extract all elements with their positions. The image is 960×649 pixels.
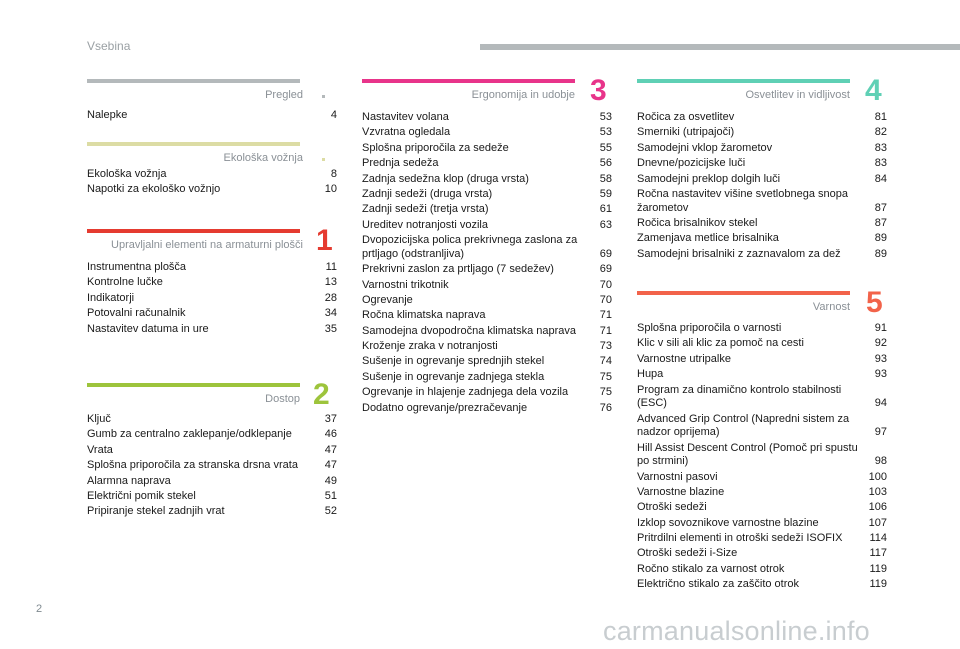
section-number: 1 xyxy=(316,224,333,257)
toc-entry[interactable]: Hupa 93 xyxy=(637,368,887,381)
section-number: 2 xyxy=(313,378,330,411)
section-number: 5 xyxy=(866,286,883,319)
header-bar xyxy=(480,44,960,50)
toc-list: Nalepke 4 xyxy=(87,109,337,124)
toc-entry[interactable]: Splošna priporočila o varnosti 91 xyxy=(637,322,887,334)
toc-entry[interactable]: Pritrdilni elementi in otroški sedeži IS… xyxy=(637,532,887,545)
section-title: Upravljalni elementi na armaturni plošči xyxy=(111,239,303,251)
toc-entry[interactable]: Ročica brisalnikov stekel 87 xyxy=(637,216,887,229)
section-title: Varnost xyxy=(812,301,850,313)
section-bar xyxy=(87,383,300,387)
toc-entry[interactable]: Izklop sovoznikove varnostne blazine 107 xyxy=(637,516,887,529)
toc-entry[interactable]: Varnostne utripalke 93 xyxy=(637,352,887,365)
section-title: Ekološka vožnja xyxy=(223,152,304,164)
toc-entry[interactable]: Hill Assist Descent Control (Pomoč pri s… xyxy=(637,441,887,468)
toc-entry[interactable]: Dvopozicijska polica prekrivnega zaslona… xyxy=(362,234,612,260)
toc-entry[interactable]: Električni pomik stekel 51 xyxy=(87,489,337,502)
toc-entry[interactable]: Splošna priporočila za stranska drsna vr… xyxy=(87,459,337,472)
toc-entry[interactable]: Varnostni trikotnik 70 xyxy=(362,278,612,291)
toc-entry[interactable]: Ogrevanje in hlajenje zadnjega dela vozi… xyxy=(362,386,612,399)
toc-list: Instrumentna plošča 11 Kontrolne lučke 13 … xyxy=(87,261,337,338)
toc-entry[interactable]: Varnostne blazine 103 xyxy=(637,485,887,498)
toc-entry[interactable]: Nastavitev volana 53 xyxy=(362,111,612,123)
toc-entry[interactable]: Smerniki (utripajoči) 82 xyxy=(637,126,887,139)
section-title: Pregled xyxy=(265,89,303,101)
toc-entry[interactable]: Ureditev notranjosti vozila 63 xyxy=(362,218,612,231)
toc-entry[interactable]: Zadnji sedeži (druga vrsta) 59 xyxy=(362,187,612,200)
section-marker xyxy=(322,95,325,98)
toc-entry[interactable]: Varnostni pasovi 100 xyxy=(637,470,887,483)
toc-entry[interactable]: Ročna klimatska naprava 71 xyxy=(362,309,612,322)
toc-entry[interactable]: Instrumentna plošča 11 xyxy=(87,261,337,273)
toc-entry[interactable]: Klic v sili ali klic za pomoč na cesti 92 xyxy=(637,337,887,350)
toc-entry[interactable]: Samodejni vklop žarometov 83 xyxy=(637,141,887,154)
section-number: 4 xyxy=(865,74,882,107)
toc-entry[interactable]: Otroški sedeži 106 xyxy=(637,501,887,514)
toc-entry[interactable]: Nalepke 4 xyxy=(87,109,337,121)
toc-entry[interactable]: Gumb za centralno zaklepanje/odklepanje 4… xyxy=(87,428,337,441)
toc-entry[interactable]: Nastavitev datuma in ure 35 xyxy=(87,322,337,335)
toc-entry[interactable]: Program za dinamično kontrolo stabilnost… xyxy=(637,383,887,410)
toc-list: Ročica za osvetlitev 81 Smerniki (utripaj… xyxy=(637,111,887,263)
toc-entry[interactable]: Pripiranje stekel zadnjih vrat 52 xyxy=(87,505,337,518)
toc-entry[interactable]: Splošna priporočila za sedeže 55 xyxy=(362,141,612,154)
page-header-title: Vsebina xyxy=(87,39,131,53)
toc-entry[interactable]: Otroški sedeži i-Size 117 xyxy=(637,547,887,560)
toc-entry[interactable]: Ogrevanje 70 xyxy=(362,293,612,306)
toc-entry[interactable]: Ročica za osvetlitev 81 xyxy=(637,111,887,123)
toc-entry[interactable]: Potovalni računalnik 34 xyxy=(87,307,337,320)
toc-list: Splošna priporočila o varnosti 91 Klic v … xyxy=(637,322,887,594)
toc-entry[interactable]: Ročno stikalo za varnost otrok 119 xyxy=(637,562,887,575)
toc-entry[interactable]: Samodejna dvopodročna klimatska naprava 7… xyxy=(362,324,612,337)
section-bar xyxy=(87,229,300,233)
toc-entry[interactable]: Kroženje zraka v notranjosti 73 xyxy=(362,340,612,353)
toc-entry[interactable]: Vrata 47 xyxy=(87,443,337,456)
watermark: carmanualsonline.info xyxy=(603,616,870,646)
toc-entry[interactable]: Indikatorji 28 xyxy=(87,291,337,304)
toc-entry[interactable]: Napotki za ekološko vožnjo 10 xyxy=(87,183,337,196)
section-number: 3 xyxy=(590,74,607,107)
toc-list: Ključ 37 Gumb za centralno zaklepanje/odk… xyxy=(87,413,337,521)
toc-entry[interactable]: Prekrivni zaslon za prtljago (7 sedežev)… xyxy=(362,263,612,276)
toc-entry[interactable]: Ročna nastavitev višine svetlobnega snop… xyxy=(637,187,887,214)
toc-entry[interactable]: Ključ 37 xyxy=(87,413,337,425)
section-bar xyxy=(637,79,850,83)
toc-entry[interactable]: Prednja sedeža 56 xyxy=(362,157,612,170)
toc-entry[interactable]: Sušenje in ogrevanje zadnjega stekla 75 xyxy=(362,370,612,383)
page-number: 2 xyxy=(36,603,43,615)
section-bar xyxy=(362,79,575,83)
toc-entry[interactable]: Dodatno ogrevanje/prezračevanje 76 xyxy=(362,401,612,414)
section-bar xyxy=(637,291,850,295)
section-title: Ergonomija in udobje xyxy=(471,89,575,101)
section-bar xyxy=(87,79,300,83)
section-marker xyxy=(322,158,325,161)
toc-entry[interactable]: Električno stikalo za zaščito otrok 119 xyxy=(637,578,887,591)
toc-entry[interactable]: Zamenjava metlice brisalnika 89 xyxy=(637,232,887,245)
toc-entry[interactable]: Zadnji sedeži (tretja vrsta) 61 xyxy=(362,203,612,216)
toc-list: Ekološka vožnja 8 Napotki za ekološko vož… xyxy=(87,168,337,199)
section-bar xyxy=(87,142,300,146)
toc-entry[interactable]: Dnevne/pozicijske luči 83 xyxy=(637,157,887,170)
toc-entry[interactable]: Ekološka vožnja 8 xyxy=(87,168,337,180)
section-title: Dostop xyxy=(265,393,300,405)
toc-entry[interactable]: Vzvratna ogledala 53 xyxy=(362,126,612,139)
toc-entry[interactable]: Advanced Grip Control (Napredni sistem z… xyxy=(637,412,887,439)
toc-entry[interactable]: Alarmna naprava 49 xyxy=(87,474,337,487)
toc-entry[interactable]: Samodejni preklop dolgih luči 84 xyxy=(637,172,887,185)
toc-entry[interactable]: Samodejni brisalniki z zaznavalom za dež… xyxy=(637,247,887,260)
section-title: Osvetlitev in vidljivost xyxy=(745,89,850,101)
toc-entry[interactable]: Sušenje in ogrevanje sprednjih stekel 74 xyxy=(362,355,612,368)
toc-entry[interactable]: Zadnja sedežna klop (druga vrsta) 58 xyxy=(362,172,612,185)
toc-list: Nastavitev volana 53 Vzvratna ogledala 53 … xyxy=(362,111,612,417)
toc-entry[interactable]: Kontrolne lučke 13 xyxy=(87,276,337,289)
